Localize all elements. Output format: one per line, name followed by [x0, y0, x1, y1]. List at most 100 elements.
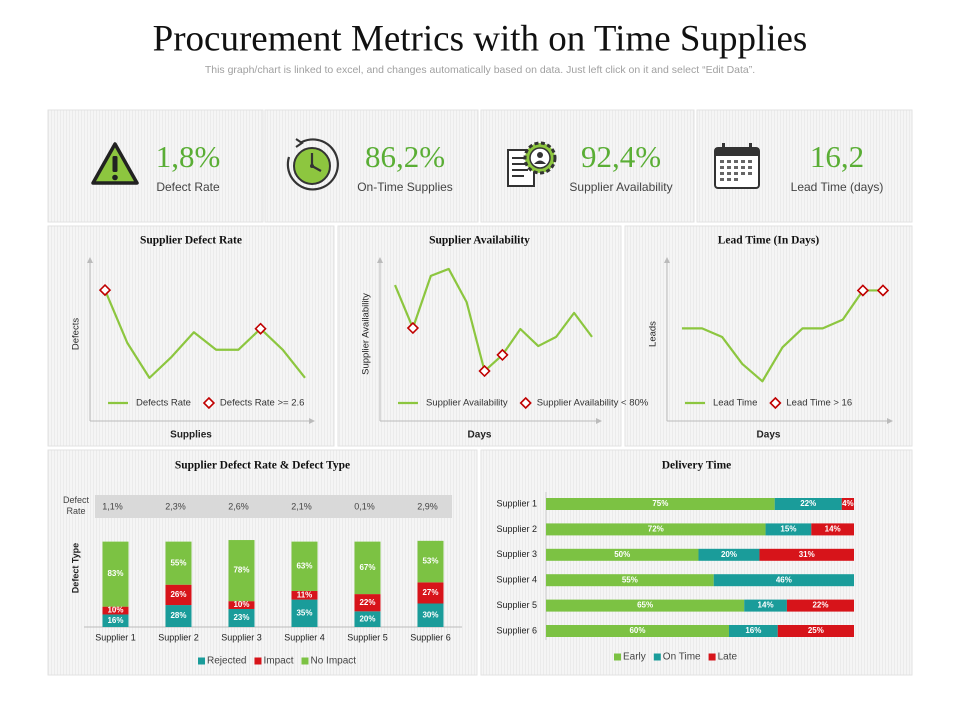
- marker-point: [496, 348, 509, 362]
- supplier-icon: [507, 141, 557, 187]
- panel: [480, 449, 913, 676]
- bar-segment: [841, 498, 854, 510]
- bar-segment: [228, 608, 255, 627]
- bar-segment: [354, 594, 381, 612]
- bar-label: 22%: [359, 598, 375, 607]
- y-tick-label: Supplier 1: [496, 498, 537, 508]
- bar-segment: [165, 605, 192, 627]
- table-cell: 2,1%: [291, 501, 312, 511]
- bar-segment: [102, 606, 129, 615]
- y-axis-label: Defects: [71, 318, 82, 350]
- legend-label: No Impact: [310, 656, 356, 667]
- bar-segment: [744, 599, 787, 612]
- legend-swatch: [301, 657, 309, 665]
- bar-label: 75%: [652, 499, 668, 508]
- bar-label: 4%: [842, 499, 854, 508]
- bar-label: 10%: [233, 600, 249, 609]
- legend-label: Supplier Availability < 80%: [537, 398, 649, 409]
- calendar-icon: [714, 143, 760, 189]
- legend-swatch: [254, 657, 262, 665]
- table-band: [95, 495, 452, 518]
- chart-title: Supplier Defect Rate & Defect Type: [175, 460, 350, 472]
- bar-label: 16%: [107, 616, 123, 625]
- legend-swatch: [653, 653, 661, 661]
- table-cell: 1,1%: [102, 501, 123, 511]
- y-tick-label: Supplier 4: [496, 575, 537, 585]
- bar-label: 10%: [107, 606, 123, 615]
- page-title: Procurement Metrics with on Time Supplie…: [153, 18, 808, 59]
- bar-label: 35%: [296, 608, 312, 617]
- bar-segment: [354, 541, 381, 595]
- bar-segment: [546, 548, 699, 561]
- bar-segment: [546, 523, 766, 536]
- table-cell: 2,3%: [165, 501, 186, 511]
- x-tick-label: Supplier 3: [221, 632, 262, 642]
- bar-label: 20%: [721, 550, 737, 559]
- bar-label: 83%: [107, 569, 123, 578]
- marker-point: [98, 283, 112, 297]
- table-row-label: Defect Rate: [63, 495, 89, 516]
- bar-segment: [165, 584, 192, 606]
- legend-label: Defects Rate >= 2.6: [220, 398, 305, 409]
- bar-segment: [546, 498, 775, 510]
- legend-swatch: [198, 657, 205, 665]
- bar-label: 16%: [745, 626, 761, 635]
- chart-title: Delivery Time: [662, 460, 732, 472]
- x-axis-label: Days: [757, 430, 781, 441]
- y-tick-label: Supplier 3: [496, 549, 537, 559]
- table-cell: 2,9%: [417, 501, 438, 511]
- bar-label: 46%: [776, 575, 792, 584]
- y-tick-label: Supplier 2: [496, 524, 537, 534]
- kpi-value: 1,8%: [156, 139, 221, 174]
- page-subtitle: This graph/chart is linked to excel, and…: [205, 64, 755, 76]
- kpi-value: 86,2%: [365, 139, 445, 174]
- bar-label: 28%: [170, 611, 186, 620]
- data-line: [393, 267, 593, 373]
- legend-label: Rejected: [207, 656, 246, 667]
- legend-marker: [202, 396, 216, 410]
- kpi-label: Lead Time (days): [791, 180, 884, 194]
- bar-label: 50%: [614, 550, 630, 559]
- bar-segment: [165, 541, 192, 585]
- panel: [47, 109, 264, 223]
- bar-segment: [759, 548, 854, 561]
- marker-point: [876, 284, 890, 297]
- data-line: [103, 289, 306, 379]
- marker-point: [406, 321, 420, 335]
- y-tick-label: Supplier 6: [496, 625, 537, 635]
- bar-segment: [713, 574, 854, 587]
- legend-label: Lead Time: [713, 398, 757, 409]
- table-cell: 2,6%: [228, 501, 249, 511]
- bar-label: 15%: [780, 525, 796, 534]
- bar-label: 65%: [637, 601, 653, 610]
- kpi-label: On-Time Supplies: [357, 180, 453, 194]
- bar-label: 55%: [622, 575, 638, 584]
- bar-segment: [777, 625, 854, 637]
- bar-segment: [546, 574, 714, 587]
- bar-label: 23%: [233, 613, 249, 622]
- y-axis-label: Defect Type: [70, 543, 80, 593]
- chart-title: Supplier Availability: [429, 235, 530, 247]
- bar-label: 63%: [296, 561, 312, 570]
- bar-segment: [811, 523, 854, 536]
- marker-point: [254, 322, 267, 335]
- kpi-icons: [91, 138, 760, 191]
- bar-segment: [291, 599, 318, 627]
- clock-icon: [286, 138, 339, 191]
- bar-segment: [291, 541, 318, 591]
- x-tick-label: Supplier 5: [347, 632, 388, 642]
- bar-label: 55%: [170, 558, 186, 567]
- bar-label: 30%: [422, 610, 438, 619]
- bar-segment: [765, 523, 812, 536]
- legend-swatch: [614, 653, 621, 661]
- kpi-value: 92,4%: [581, 139, 661, 174]
- bar-segment: [228, 540, 255, 602]
- bar-label: 60%: [629, 626, 645, 635]
- chart-title: Lead Time (In Days): [718, 235, 820, 247]
- bar-segment: [291, 590, 318, 600]
- bar-segment: [546, 599, 745, 612]
- panel: [624, 225, 913, 447]
- x-tick-label: Supplier 6: [410, 632, 451, 642]
- bar-segment: [228, 601, 255, 609]
- bar-label: 14%: [758, 601, 774, 610]
